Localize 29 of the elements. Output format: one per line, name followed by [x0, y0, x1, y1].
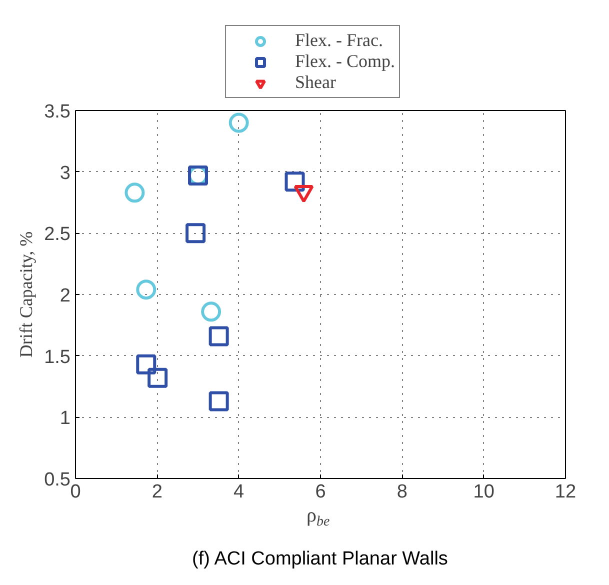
x-tick-label: 2 — [152, 482, 162, 502]
x-tick-label: 6 — [315, 482, 326, 502]
x-tick-label: 12 — [554, 482, 576, 502]
point — [208, 391, 229, 412]
point — [136, 354, 156, 374]
y-tick-label: 3 — [60, 162, 71, 184]
point — [228, 112, 249, 133]
y-tick-label: 1 — [60, 408, 71, 430]
point — [208, 326, 229, 346]
point — [124, 182, 145, 203]
y-tick-label: 2.5 — [44, 224, 71, 246]
x-tick-label: 10 — [473, 482, 494, 502]
legend-label: Flex. - Frac. — [295, 30, 383, 51]
text: (f) ACI Compliant Planar Walls — [192, 548, 448, 570]
x-tick-label: 0 — [70, 482, 81, 502]
point — [148, 368, 168, 388]
x-tick-label: 4 — [234, 482, 245, 502]
x-tick-label: 8 — [396, 482, 408, 502]
point — [136, 280, 156, 300]
y-tick-label: 2 — [60, 286, 71, 306]
y-tick-label: 3.5 — [44, 102, 71, 122]
legend-label: Shear — [295, 72, 336, 93]
point — [284, 172, 305, 192]
y-tick-label: 0.5 — [44, 470, 71, 490]
y-axis-title: Drift Capacity, % — [16, 231, 36, 358]
point — [186, 223, 206, 244]
point — [201, 302, 222, 322]
legend-label: Flex. - Comp. — [295, 51, 396, 72]
y-tick-label: 1.5 — [44, 346, 71, 368]
